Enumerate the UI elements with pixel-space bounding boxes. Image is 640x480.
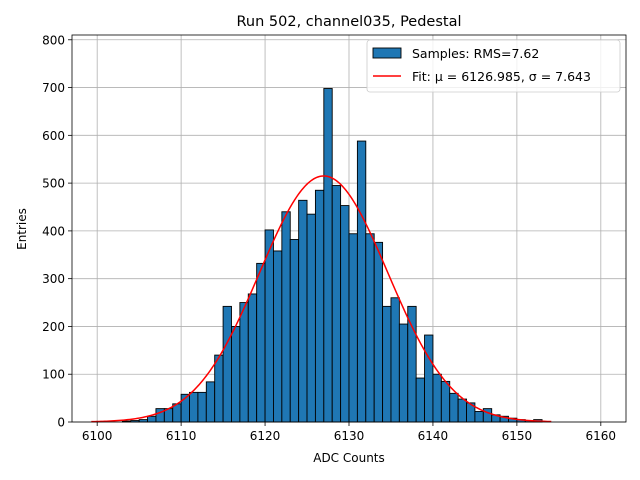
histogram-bar [340,205,350,423]
fit-curve-layer [91,175,552,423]
gaussian-fit-curve [91,175,552,423]
histogram-bar [424,334,434,423]
legend-box [366,39,621,93]
y-tick-label: 500 [42,177,65,191]
x-tick-label: 6120 [250,429,281,443]
histogram-bar [365,233,375,423]
axis-ticks: 6100 6110 6120 6130 6140 6150 6160 0 100 200 300 40… [42,33,616,443]
histogram-bar [214,354,224,423]
histogram-bar [205,381,216,423]
y-tick-label: 400 [42,224,65,238]
histogram-bar [382,305,392,423]
histogram-bar [189,391,199,423]
legend-swatch-samples [372,47,402,59]
histogram-bar [197,391,207,423]
histogram-bar [306,213,316,423]
y-tick-label: 700 [42,81,65,95]
histogram-bar [432,373,442,423]
chart-title: Run 502, channel035, Pedestal [236,14,461,30]
histogram-bar [281,211,291,423]
histogram-bar [373,241,384,423]
x-tick-label: 6100 [82,429,113,443]
histogram-bar [273,250,283,423]
histogram-bar [440,380,451,423]
histogram-bar [474,411,484,423]
y-tick-label: 300 [42,272,65,286]
histogram-bar [314,189,325,423]
histogram-bar [147,415,157,423]
x-tick-label: 6160 [586,429,617,443]
histogram-bar [289,239,300,423]
histogram-bar [239,302,249,423]
y-tick-label: 800 [42,33,65,47]
y-tick-label: 200 [42,320,65,334]
histogram-bar [247,293,258,423]
y-axis-label: Entries [15,208,29,250]
histogram-bar [323,88,333,423]
histogram-bar [356,140,367,423]
histogram-bar [256,262,266,423]
histogram-bar [415,377,425,423]
legend-label-samples: Samples: RMS=7.62 [412,46,539,61]
histogram-bar [298,199,308,423]
histogram-bar [348,233,358,423]
x-tick-label: 6110 [166,429,197,443]
histogram-bar [407,305,417,423]
y-tick-label: 600 [42,129,65,143]
histogram-bar [457,398,467,423]
legend: Samples: RMS=7.62 Fit: μ = 6126.985, σ =… [366,39,621,93]
histogram-bar [331,185,342,423]
x-tick-label: 6130 [334,429,365,443]
histogram-bars [121,88,543,423]
x-tick-label: 6150 [502,429,533,443]
x-axis-label: ADC Counts [313,451,385,465]
histogram-bar [449,392,459,423]
x-tick-label: 6140 [418,429,449,443]
histogram-bar [222,305,232,423]
histogram-bar [390,297,400,423]
histogram-bar [231,325,241,423]
legend-label-fit: Fit: μ = 6126.985, σ = 7.643 [412,69,591,84]
y-tick-label: 0 [57,416,65,430]
y-tick-label: 100 [42,368,65,382]
histogram-bar [398,323,409,423]
